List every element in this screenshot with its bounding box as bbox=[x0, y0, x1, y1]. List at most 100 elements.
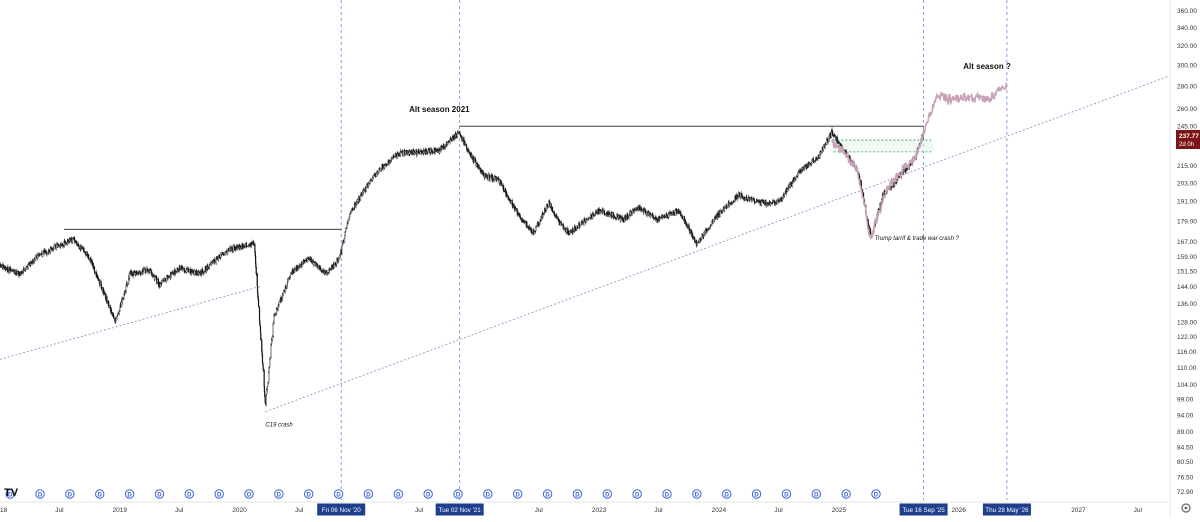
candle-body bbox=[497, 178, 498, 179]
candle-body bbox=[570, 230, 571, 231]
candle-body bbox=[340, 254, 341, 256]
candle-body bbox=[366, 186, 367, 188]
candle-body bbox=[559, 220, 560, 225]
candle-body bbox=[690, 230, 691, 231]
candle-body bbox=[467, 150, 468, 152]
candle-body bbox=[12, 270, 13, 271]
candle-body bbox=[194, 270, 195, 274]
candle-body bbox=[577, 226, 578, 227]
candle-body bbox=[382, 164, 383, 169]
candle-body bbox=[490, 175, 491, 176]
candle-body bbox=[671, 214, 672, 215]
candle-body bbox=[669, 213, 670, 214]
candle-body bbox=[154, 276, 155, 279]
candle-body bbox=[529, 228, 530, 229]
candle-body bbox=[54, 245, 55, 249]
candle-body bbox=[148, 272, 149, 273]
candle-body bbox=[561, 223, 562, 224]
candle-body bbox=[79, 248, 80, 249]
candle-body bbox=[414, 152, 415, 153]
candle bbox=[680, 212, 681, 216]
candle-body bbox=[138, 273, 139, 274]
candle-body bbox=[699, 238, 700, 242]
candle-body bbox=[210, 264, 211, 265]
candle-body bbox=[81, 247, 82, 248]
candle-body bbox=[334, 264, 335, 267]
candle-body bbox=[453, 136, 454, 139]
candle-body bbox=[697, 243, 698, 244]
candle-body bbox=[704, 232, 705, 235]
candle-body bbox=[302, 264, 303, 266]
candle bbox=[35, 255, 36, 261]
candle-body bbox=[164, 278, 165, 280]
candle-body bbox=[219, 255, 220, 258]
candle-body bbox=[506, 192, 507, 196]
candle-body bbox=[384, 164, 385, 165]
candle-body bbox=[77, 243, 78, 246]
candle-body bbox=[743, 197, 744, 198]
candle-body bbox=[343, 240, 344, 242]
candle-body bbox=[274, 314, 275, 315]
candle-body bbox=[364, 190, 365, 191]
candle-body bbox=[226, 251, 227, 253]
candle-body bbox=[258, 300, 259, 307]
candle-body bbox=[513, 205, 514, 206]
candle-body bbox=[678, 210, 679, 214]
candle-body bbox=[40, 254, 41, 255]
candle-body bbox=[299, 265, 300, 266]
candle-body bbox=[61, 244, 62, 246]
candle-body bbox=[754, 202, 755, 203]
candle-body bbox=[338, 257, 339, 259]
candle-body bbox=[325, 270, 326, 273]
candle-body bbox=[341, 250, 342, 254]
candle-body bbox=[653, 216, 654, 218]
candle-body bbox=[499, 180, 500, 184]
candle-body bbox=[447, 143, 448, 145]
candle-body bbox=[47, 253, 48, 254]
candle-body bbox=[642, 210, 643, 211]
candle-body bbox=[270, 359, 271, 360]
candle-body bbox=[359, 198, 360, 200]
candle-body bbox=[86, 252, 87, 254]
candle-body bbox=[332, 265, 333, 268]
candle-body bbox=[244, 246, 245, 247]
candle-body bbox=[56, 244, 57, 249]
candle bbox=[626, 215, 627, 220]
candle-body bbox=[433, 152, 434, 153]
candle-body bbox=[706, 229, 707, 233]
candle-body bbox=[492, 176, 493, 181]
candle bbox=[88, 254, 89, 260]
candle-body bbox=[368, 183, 369, 185]
candle bbox=[639, 207, 640, 211]
candle-body bbox=[460, 135, 461, 136]
candle-body bbox=[320, 267, 321, 270]
candle-body bbox=[681, 216, 682, 217]
candle bbox=[262, 354, 263, 363]
candle-body bbox=[619, 215, 620, 216]
candle-body bbox=[178, 269, 179, 271]
candle-body bbox=[412, 153, 413, 155]
candle-body bbox=[589, 217, 590, 218]
candle-body bbox=[543, 214, 544, 215]
candle-body bbox=[738, 193, 739, 196]
candle-body bbox=[118, 313, 119, 314]
candle-body bbox=[143, 269, 144, 270]
candle-body bbox=[715, 217, 716, 219]
candle-body bbox=[63, 245, 64, 246]
candle-body bbox=[288, 278, 289, 279]
candle-body bbox=[609, 214, 610, 215]
candle-body bbox=[651, 214, 652, 215]
candle-body bbox=[276, 308, 277, 309]
candle-body bbox=[290, 276, 291, 278]
candle-body bbox=[185, 272, 186, 273]
candle-body bbox=[253, 244, 254, 245]
candle-body bbox=[272, 337, 273, 340]
candle-body bbox=[396, 155, 397, 157]
candle-body bbox=[355, 203, 356, 207]
candle-body bbox=[662, 216, 663, 217]
candle-body bbox=[235, 246, 236, 249]
candle bbox=[42, 250, 43, 254]
